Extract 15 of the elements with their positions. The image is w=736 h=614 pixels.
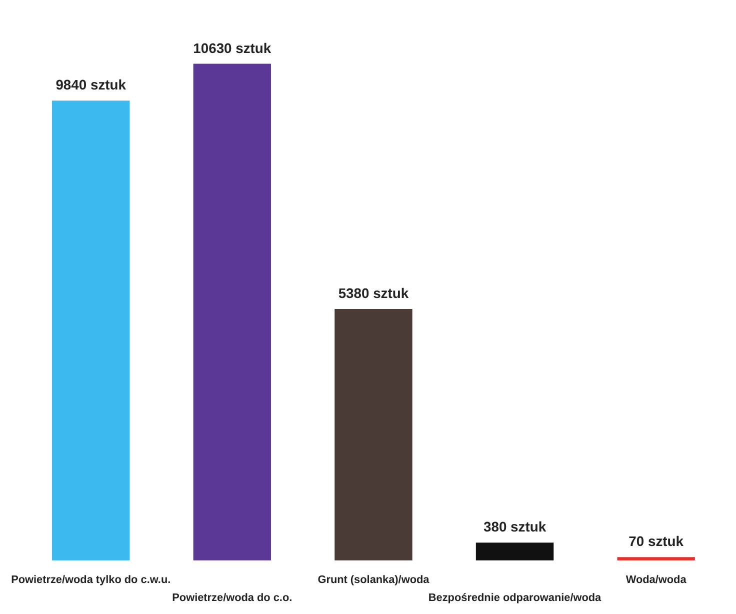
x-tick-label: Powietrze/woda tylko do c.w.u. xyxy=(11,574,171,586)
bar xyxy=(334,309,412,560)
bar xyxy=(52,100,130,560)
data-label: 70 sztuk xyxy=(628,533,684,550)
data-label: 10630 sztuk xyxy=(193,40,272,56)
x-tick-label: Woda/woda xyxy=(626,574,688,586)
x-tick-label: Bezpośrednie odparowanie/woda xyxy=(428,592,602,604)
x-tick-label: Powietrze/woda do c.o. xyxy=(172,592,292,604)
bar xyxy=(193,64,272,560)
data-label: 5380 sztuk xyxy=(338,285,409,302)
bar xyxy=(617,557,695,560)
bar xyxy=(476,542,554,560)
data-label: 380 sztuk xyxy=(483,518,546,535)
x-tick-label: Grunt (solanka)/woda xyxy=(318,574,430,586)
data-label: 9840 sztuk xyxy=(56,76,126,93)
